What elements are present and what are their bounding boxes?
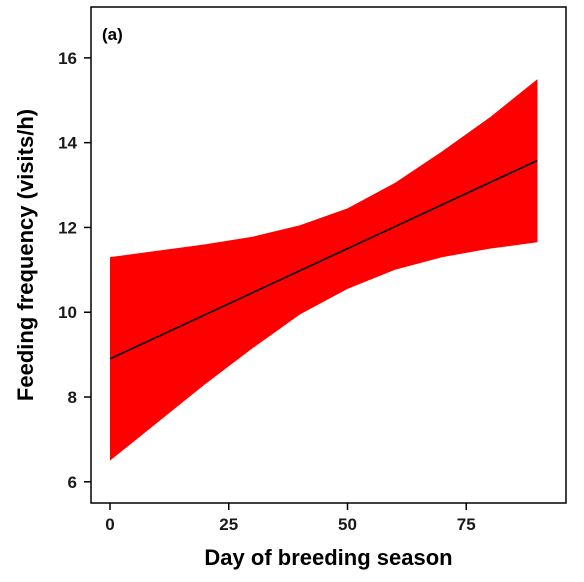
y-tick-label: 16 — [58, 49, 77, 68]
panel-label: (a) — [102, 25, 123, 44]
x-tick-label: 25 — [219, 515, 238, 534]
y-tick-label: 8 — [68, 388, 77, 407]
y-tick-label: 6 — [68, 473, 77, 492]
line-layer — [109, 159, 538, 360]
y-axis-ticks: 6 8 10 12 14 16 — [58, 49, 91, 492]
x-tick-label: 50 — [338, 515, 357, 534]
y-tick-label: 14 — [58, 134, 77, 153]
y-axis-title: Feeding frequency (visits/h) — [13, 109, 38, 401]
x-axis-title: Day of breeding season — [204, 545, 452, 570]
confidence-band — [110, 79, 538, 461]
x-tick-label: 75 — [457, 515, 476, 534]
x-tick-label: 0 — [105, 515, 114, 534]
y-tick-label: 12 — [58, 218, 77, 237]
plot-frame — [90, 6, 567, 504]
y-tick-label: 10 — [58, 303, 77, 322]
x-axis-ticks: 0 25 50 75 — [105, 503, 476, 534]
band-layer — [110, 79, 538, 461]
fit-line — [109, 159, 538, 360]
